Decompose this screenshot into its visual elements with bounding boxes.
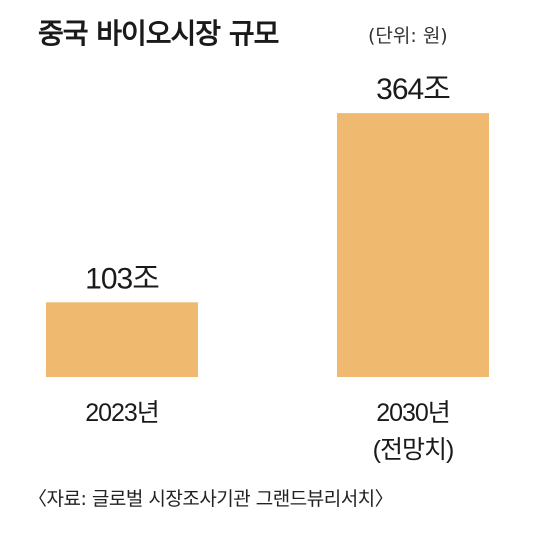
category-label-2: 2030년 — [376, 399, 450, 427]
source-note: 〈자료: 글로벌 시장조사기관 그랜드뷰리서치〉 — [28, 488, 394, 510]
category-note-2: (전망치) — [373, 436, 454, 464]
value-label-1: 103조 — [85, 262, 159, 295]
bar-2 — [337, 113, 489, 377]
chart-title: 중국 바이오시장 규모 — [38, 17, 279, 50]
unit-label: (단위: 원) — [368, 25, 448, 47]
category-label-1: 2023년 — [85, 399, 159, 427]
bar-1 — [46, 302, 198, 377]
value-label-2: 364조 — [376, 73, 450, 106]
